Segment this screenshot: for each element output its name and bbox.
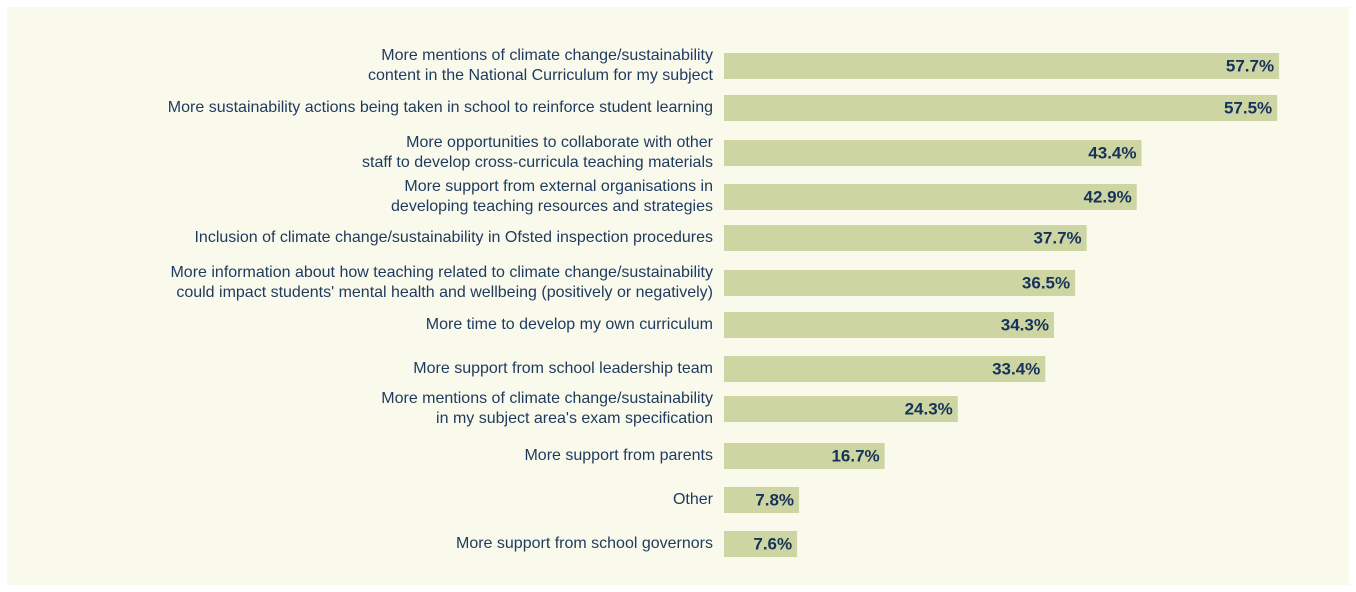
category-label: More support from parents bbox=[524, 447, 713, 464]
value-label: 24.3% bbox=[905, 399, 953, 418]
bar bbox=[724, 270, 1076, 296]
value-label: 34.3% bbox=[1001, 315, 1049, 334]
value-label: 37.7% bbox=[1033, 228, 1081, 247]
category-label: More opportunities to collaborate with o… bbox=[362, 134, 714, 171]
category-label: More support from school leadership team bbox=[413, 360, 713, 377]
value-label: 16.7% bbox=[831, 446, 879, 465]
category-label: More support from school governors bbox=[456, 535, 713, 552]
bar bbox=[724, 95, 1278, 121]
value-label: 43.4% bbox=[1088, 143, 1136, 162]
bar bbox=[724, 184, 1137, 210]
bar bbox=[724, 487, 800, 513]
category-label: More mentions of climate change/sustaina… bbox=[368, 47, 714, 84]
category-label: More support from external organisations… bbox=[391, 178, 713, 215]
bar bbox=[724, 356, 1046, 382]
bar bbox=[724, 225, 1087, 251]
value-label: 36.5% bbox=[1022, 273, 1070, 292]
value-label: 7.6% bbox=[753, 534, 792, 553]
bar bbox=[724, 140, 1142, 166]
category-label: More information about how teaching rela… bbox=[170, 264, 713, 301]
category-label: Inclusion of climate change/sustainabili… bbox=[194, 229, 713, 246]
category-label: More time to develop my own curriculum bbox=[426, 316, 713, 333]
category-label: More sustainability actions being taken … bbox=[168, 99, 713, 116]
bar bbox=[724, 53, 1280, 79]
bar bbox=[724, 312, 1054, 338]
value-label: 57.5% bbox=[1224, 98, 1272, 117]
bar bbox=[724, 531, 798, 557]
bar bbox=[724, 443, 885, 469]
value-label: 42.9% bbox=[1083, 187, 1131, 206]
category-label: More mentions of climate change/sustaina… bbox=[381, 390, 713, 427]
value-label: 7.8% bbox=[755, 490, 794, 509]
category-label: Other bbox=[673, 491, 714, 508]
value-label: 57.7% bbox=[1226, 56, 1274, 75]
value-label: 33.4% bbox=[992, 359, 1040, 378]
bar bbox=[724, 396, 958, 422]
